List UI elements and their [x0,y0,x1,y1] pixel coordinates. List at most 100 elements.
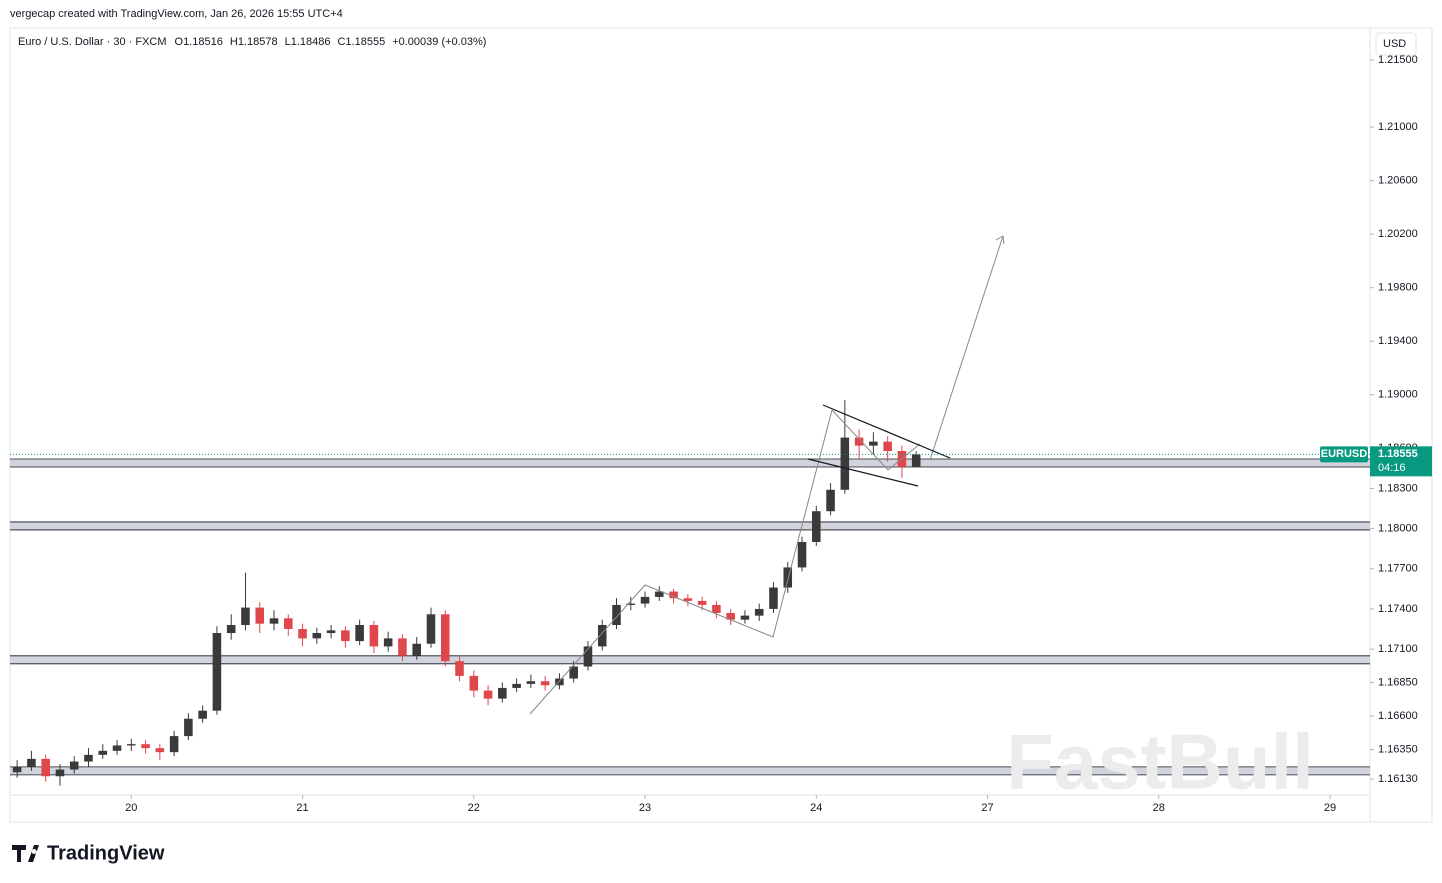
candle-body [655,591,664,597]
candle-body [512,683,521,688]
candle-body [526,681,536,684]
y-tick-label: 1.20200 [1378,228,1418,240]
candle-body [483,690,493,699]
y-tick-label: 1.17400 [1378,603,1418,615]
y-tick-label: 1.18300 [1378,482,1418,494]
candle-body [440,614,450,662]
candle-body [41,758,50,777]
y-tick-label: 1.16850 [1378,676,1418,688]
candle-body [184,718,193,737]
candle-body [241,607,250,626]
y-tick-label: 1.16350 [1378,743,1418,755]
ohlc-value: +0.00039 (+0.03%) [392,36,486,48]
x-tick-label: 23 [639,802,651,814]
y-tick-label: 1.19800 [1378,282,1418,294]
candle-body [269,618,279,624]
flag-upper [822,404,951,459]
candle-body [826,489,835,512]
candle-body [155,748,165,753]
last-price-box [1370,446,1432,477]
candle-body [398,638,407,656]
candle-body [341,630,350,642]
flag-drawing [807,404,951,487]
candle-body [283,618,293,630]
candle-body [683,598,693,601]
candle-body [255,607,265,624]
candle-body [469,675,479,691]
watermark: FastBull [1006,718,1314,806]
x-tick-label: 21 [296,802,308,814]
currency-box[interactable] [1375,32,1417,56]
level-zone [10,521,1370,530]
x-tick-label: 28 [1153,802,1165,814]
candle-body [840,437,850,490]
trend-drawing [831,409,921,471]
candle-body [854,437,864,446]
candle-body [583,646,593,667]
symbol-tag-box [1320,446,1368,463]
candle-body [112,745,122,751]
candle-body [169,736,179,753]
credit: vergecap created with TradingView.com, J… [10,8,343,20]
level-zone [10,655,1370,664]
candle-body [669,591,678,599]
y-tick-label: 1.17100 [1378,643,1418,655]
candle-body [726,612,735,620]
arrow-head [995,235,1005,245]
ohlc-value: L1.18486 [285,36,331,48]
candle-body [812,511,821,543]
y-tick-label: 1.17700 [1378,563,1418,575]
candle-body [911,454,921,468]
candle-body [540,681,550,686]
drawings [529,235,1005,715]
y-tick-label: 1.20600 [1378,175,1418,187]
trend-drawing [529,409,833,715]
candle-body [769,587,778,609]
candle-body [98,750,108,755]
candle-body [12,766,22,773]
x-tick-label: 24 [810,802,822,814]
candle-body [326,630,336,634]
brand: TradingView [47,842,165,864]
candle-body [127,744,136,746]
candle-body [555,678,564,686]
candle-body [355,625,364,642]
candle-body [27,758,36,767]
candle-body [298,629,307,639]
logo-icon [12,845,39,862]
candle-body [783,567,793,588]
candle-body [712,604,721,613]
x-tick-label: 22 [468,802,480,814]
candle-body [740,615,750,620]
candle-body [455,661,464,676]
last-price-label: 1.18555 [1378,448,1418,460]
candle-body [383,638,393,647]
candle-body [754,608,764,616]
candle-body [569,666,578,679]
y-tick-label: 1.16600 [1378,710,1418,722]
countdown: 04:16 [1378,462,1406,474]
x-tick-label: 29 [1324,802,1336,814]
candle-body [797,542,807,568]
candle-body [697,600,707,605]
candle-body [141,744,150,749]
candle-body [883,441,892,451]
level-zone [10,459,1370,468]
candle-body [84,754,93,762]
candle-body [426,614,436,644]
candle-body [869,441,878,446]
target-arrow [929,235,1004,461]
x-tick-label: 27 [981,802,993,814]
symbol-tag: EURUSD [1321,448,1368,460]
x-tick-label: 20 [125,802,137,814]
level-zone [10,766,1370,775]
candle-body [612,604,621,626]
candle-body [226,625,236,634]
y-tick-label: 1.19400 [1378,335,1418,347]
flag-lower [807,458,919,487]
candle-body [69,761,79,770]
chart-frame [9,27,1433,823]
currency[interactable]: USD [1383,38,1406,50]
candle-body [369,625,379,647]
